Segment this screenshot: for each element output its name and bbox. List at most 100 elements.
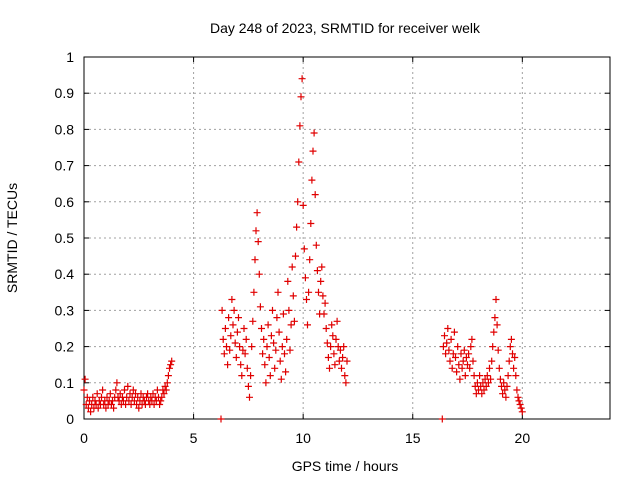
data-point <box>293 223 301 231</box>
data-point <box>225 314 233 322</box>
data-point <box>273 314 281 322</box>
data-point <box>507 335 515 343</box>
data-point <box>341 372 349 380</box>
data-point <box>247 372 255 380</box>
data-point <box>464 361 471 369</box>
data-point <box>301 274 309 282</box>
data-point <box>494 346 502 354</box>
data-point <box>320 310 328 318</box>
data-point <box>486 364 493 372</box>
data-point <box>503 382 511 390</box>
data-point <box>285 306 293 314</box>
y-tick-label: 0.5 <box>55 230 75 246</box>
data-point <box>303 296 310 303</box>
data-point <box>279 310 287 318</box>
data-point <box>160 390 168 398</box>
data-point <box>112 386 120 394</box>
data-point <box>340 343 348 351</box>
data-point <box>135 404 143 412</box>
data-point <box>282 368 290 376</box>
data-point <box>319 292 327 300</box>
data-point <box>251 256 259 264</box>
data-point <box>455 361 463 369</box>
data-point <box>326 364 333 372</box>
data-point <box>232 354 240 361</box>
data-point <box>338 364 345 372</box>
y-tick-label: 0.9 <box>55 85 75 101</box>
data-point <box>513 386 521 394</box>
data-point <box>457 350 465 358</box>
data-point <box>295 158 303 166</box>
data-point <box>468 335 476 343</box>
data-point <box>230 306 238 314</box>
data-point <box>162 386 170 394</box>
data-point <box>332 335 340 343</box>
data-point <box>488 357 496 365</box>
data-point <box>167 361 175 369</box>
data-point <box>512 372 520 380</box>
data-point <box>260 335 268 343</box>
y-tick-label: 0.8 <box>55 121 75 137</box>
data-point <box>290 317 298 325</box>
axis-ticks: 00.10.20.30.40.50.60.70.80.910 5 10 15 20 <box>55 49 610 446</box>
data-point <box>462 354 470 361</box>
y-tick-label: 0.1 <box>55 375 75 391</box>
data-point <box>164 372 172 380</box>
data-point <box>124 382 132 390</box>
data-point <box>221 325 229 332</box>
data-point <box>265 354 273 361</box>
data-point <box>448 364 456 372</box>
data-point <box>163 379 171 387</box>
data-point <box>89 393 97 401</box>
data-point <box>502 393 510 401</box>
data-point <box>323 339 331 347</box>
data-point <box>459 357 467 365</box>
data-point <box>450 328 458 336</box>
y-tick-label: 0.6 <box>55 194 75 210</box>
data-point <box>252 227 260 235</box>
data-point <box>240 325 248 332</box>
data-point <box>452 354 459 361</box>
chart-title: Day 248 of 2023, SRMTID for receiver wel… <box>210 20 481 36</box>
data-point <box>218 306 226 314</box>
data-point <box>168 357 176 365</box>
data-point <box>298 75 306 83</box>
data-point <box>506 343 514 351</box>
data-point <box>461 372 469 380</box>
data-point <box>256 303 264 311</box>
y-tick-label: 0 <box>66 411 74 427</box>
data-point <box>149 390 157 398</box>
data-point <box>515 397 523 405</box>
data-point <box>266 372 274 380</box>
data-point <box>299 201 307 209</box>
data-point <box>264 321 272 329</box>
data-point <box>228 296 236 303</box>
data-point <box>262 379 270 387</box>
data-point <box>313 267 321 275</box>
data-point <box>110 404 118 412</box>
data-point <box>219 335 227 343</box>
data-point <box>476 372 484 380</box>
data-point <box>281 350 288 358</box>
data-point <box>289 292 297 300</box>
data-point <box>226 346 234 354</box>
x-axis-label: GPS time / hours <box>292 458 399 474</box>
x-tick-label: 10 <box>295 430 311 446</box>
data-point <box>493 321 501 329</box>
data-point <box>275 328 283 336</box>
data-point <box>253 209 261 217</box>
data-point <box>449 350 457 358</box>
data-point <box>308 176 316 184</box>
data-point <box>309 147 317 155</box>
data-point <box>453 368 461 376</box>
data-point <box>239 346 247 354</box>
x-tick-label: 20 <box>515 430 531 446</box>
data-point <box>93 390 101 398</box>
data-point <box>102 404 110 412</box>
data-point <box>236 343 244 351</box>
data-point <box>229 321 237 329</box>
data-point <box>242 335 250 343</box>
data-point <box>80 386 88 394</box>
data-point <box>516 401 524 408</box>
